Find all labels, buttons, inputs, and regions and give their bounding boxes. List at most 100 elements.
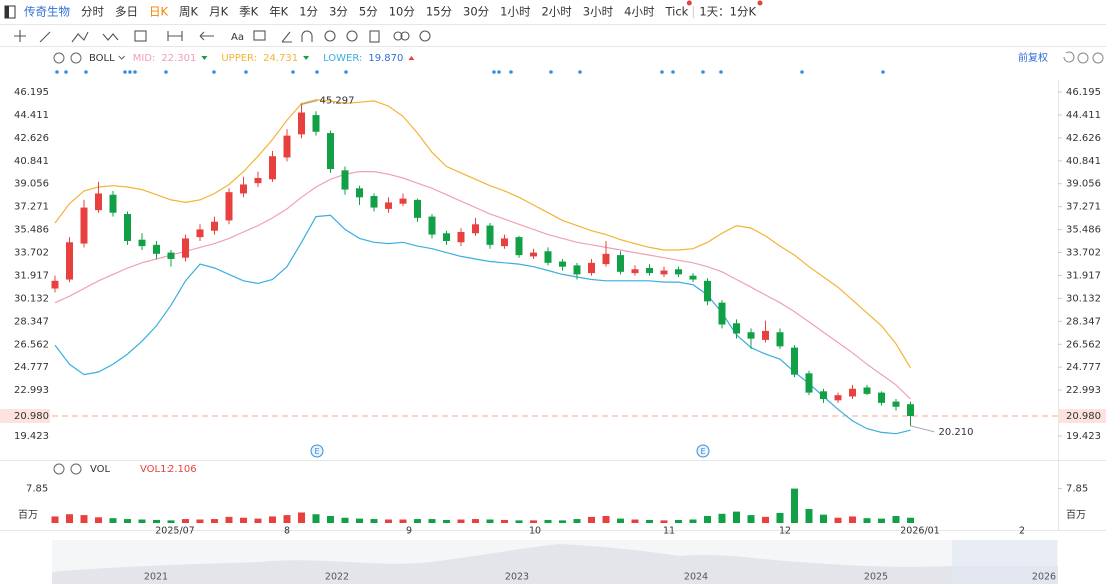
volume-unit: 百万 [18,509,38,521]
period-button[interactable]: 周K [179,5,198,19]
period-button[interactable]: 分时 [81,5,104,19]
period-button[interactable]: 多日 [115,5,138,19]
new-badge [686,0,692,6]
candle-body [414,199,421,218]
range-tool[interactable] [167,31,183,41]
fib-tool[interactable] [134,30,147,42]
volume-bar [660,520,668,523]
y-tick-label: 44.411 [14,110,49,121]
link-tool-2 [400,31,410,41]
period-button[interactable]: 季K [239,5,258,19]
period-button[interactable]: 10分 [389,5,416,19]
last-price-tag [0,408,50,423]
arch-tool[interactable] [301,30,313,42]
candle-body [588,262,595,274]
circle-tool[interactable] [324,30,336,42]
y-tick-label: 31.917 [1066,270,1101,281]
period-toolbar [4,5,16,19]
zoom-in-icon[interactable] [1092,52,1104,64]
indicator-name[interactable]: BOLL [89,53,115,64]
y-tick-label: 30.132 [14,293,49,304]
candle-body [80,207,88,244]
volume-bar [530,520,537,523]
delete-tool[interactable] [369,30,380,43]
event-marker[interactable] [696,444,710,458]
event-dot [315,70,319,74]
close-icon[interactable] [70,463,82,475]
period-button[interactable]: 5分 [359,5,378,19]
crosshair-tool[interactable] [14,30,26,42]
line-tool[interactable] [39,31,51,43]
candle-body [849,388,856,397]
angle-tool[interactable] [281,31,292,43]
period-button[interactable]: 15分 [426,5,453,19]
x-tick-label: 2025/07 [155,526,194,537]
y-tick-label: 46.195 [14,87,49,98]
x-tick-label: 10 [529,526,541,537]
trend-arrow [201,56,208,60]
settings-tool[interactable] [419,30,431,42]
candle-body [602,253,610,265]
event-dot [291,70,295,74]
event-marker[interactable] [310,444,324,458]
period-button[interactable]: 2小时 [541,5,572,19]
y-tick-label: 37.271 [1066,202,1101,213]
candle-body [182,238,189,258]
trend-arrow [303,56,310,60]
period-button[interactable]: 4小时 [624,5,655,19]
period-button[interactable]: 年K [269,5,288,19]
adjust-toggle[interactable]: 前复权 [1018,51,1048,64]
candle-body [283,135,291,158]
candle-body [51,280,59,289]
zoom-out-icon[interactable] [1077,52,1089,64]
event-dot [800,70,804,74]
volume-bar [834,517,842,523]
period-button[interactable]: 日K [149,5,168,19]
event-dot [212,70,216,74]
settings-icon[interactable] [53,52,65,64]
link-tool[interactable] [393,31,403,41]
range-select[interactable]: 1天：1分K [699,5,756,19]
period-button[interactable]: 1分 [299,5,318,19]
x-tick-label: 8 [284,526,290,537]
settings-icon[interactable] [53,463,65,475]
candle-body [573,265,581,275]
period-button[interactable]: 1小时 [500,5,531,19]
volume-bar [182,519,189,523]
note-tool[interactable] [253,30,266,41]
x-tick-label: 11 [663,526,675,537]
candle-body [298,112,305,135]
volume-bar [675,519,682,523]
period-button[interactable]: 月K [209,5,228,19]
close-icon[interactable] [70,52,82,64]
candle-body [675,269,682,275]
y-tick-label: 22.993 [1066,385,1101,396]
volume-bar [80,515,88,523]
volume-bar [515,520,523,523]
legend-value: 19.870 [368,53,403,64]
volume-bar [428,519,436,523]
volume-bar [138,519,146,523]
volume-bar [225,516,233,523]
event-dot [164,70,168,74]
reset-icon[interactable] [1063,51,1075,63]
arrow-tool[interactable] [199,31,214,41]
stock-name[interactable]: 传奇生物 [24,5,70,19]
panel-icon-fill [5,6,9,18]
y-tick-label: 19.423 [1066,431,1101,442]
navigator-window[interactable] [952,540,1057,584]
period-button[interactable]: 30分 [463,5,490,19]
period-button[interactable]: Tick [664,5,688,19]
text-tool[interactable]: Aa [231,32,244,43]
volume-bar [805,508,813,523]
period-button[interactable]: 3小时 [583,5,614,19]
polyline-tool[interactable] [71,31,89,43]
ban-tool[interactable] [346,30,358,42]
wave-tool[interactable] [102,33,119,41]
volume-bar [907,517,914,523]
volume-bar [414,519,421,523]
legend-value: 24.731 [263,53,298,64]
x-tick-label: 2026/01 [900,526,939,537]
volume-name[interactable]: VOL [90,464,111,475]
period-button[interactable]: 3分 [329,5,348,19]
